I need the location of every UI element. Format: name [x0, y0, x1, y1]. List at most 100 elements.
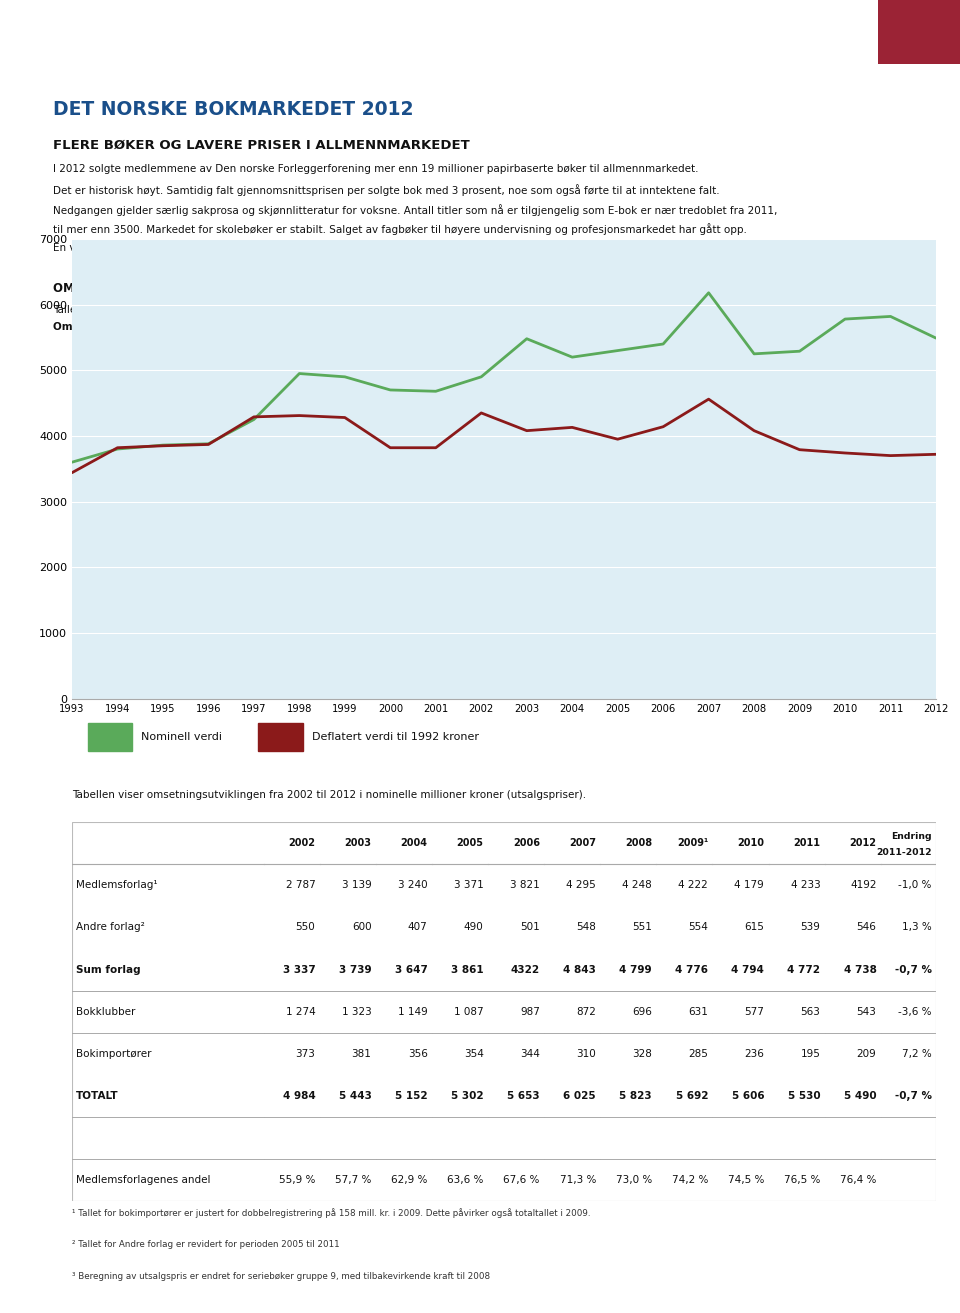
Text: 310: 310 — [576, 1049, 596, 1058]
Text: 3 821: 3 821 — [510, 880, 540, 890]
Text: 285: 285 — [688, 1049, 708, 1058]
Text: OMSETNINGSUTVIKLING 1993 – 2012: OMSETNINGSUTVIKLING 1993 – 2012 — [53, 282, 298, 295]
Text: ³ Beregning av utsalgspris er endret for seriebøker gruppe 9, med tilbakevirkend: ³ Beregning av utsalgspris er endret for… — [72, 1272, 491, 1281]
Text: TOTALT: TOTALT — [76, 1091, 119, 1102]
Text: 550: 550 — [296, 922, 315, 932]
Text: Nedgangen gjelder særlig sakprosa og skjønnlitteratur for voksne. Antall titler : Nedgangen gjelder særlig sakprosa og skj… — [53, 204, 778, 215]
Text: 5 823: 5 823 — [619, 1091, 652, 1102]
Text: 4 843: 4 843 — [563, 965, 596, 974]
Text: 615: 615 — [744, 922, 764, 932]
Text: BRANSJESTATISTIKK   ●   TOTALMARKEDET: BRANSJESTATISTIKK ● TOTALMARKEDET — [321, 26, 639, 38]
Text: 57,7 %: 57,7 % — [335, 1175, 372, 1186]
Text: 381: 381 — [351, 1049, 372, 1058]
Text: 563: 563 — [801, 1007, 821, 1016]
Text: 2007: 2007 — [569, 838, 596, 848]
Text: Bokklubber: Bokklubber — [76, 1007, 135, 1016]
Text: 1 087: 1 087 — [454, 1007, 484, 1016]
Text: 1 149: 1 149 — [397, 1007, 427, 1016]
Text: 577: 577 — [744, 1007, 764, 1016]
Text: FLERE BØKER OG LAVERE PRISER I ALLMENNMARKEDET: FLERE BØKER OG LAVERE PRISER I ALLMENNMA… — [53, 139, 469, 152]
Text: 543: 543 — [856, 1007, 876, 1016]
Text: 551: 551 — [632, 922, 652, 932]
Text: 554: 554 — [688, 922, 708, 932]
Text: 209: 209 — [856, 1049, 876, 1058]
Text: 2011: 2011 — [793, 838, 821, 848]
Text: Tabellen viser omsetningsutviklingen fra 2002 til 2012 i nominelle millioner kro: Tabellen viser omsetningsutviklingen fra… — [72, 790, 587, 800]
Text: Andre forlag²: Andre forlag² — [76, 922, 145, 932]
Text: Tallene er basert på omsetning av bøker i bokgruppene 1- 9.: Tallene er basert på omsetning av bøker … — [53, 303, 369, 315]
Text: 4 738: 4 738 — [844, 965, 876, 974]
Text: 3 240: 3 240 — [397, 880, 427, 890]
Text: 71,3 %: 71,3 % — [560, 1175, 596, 1186]
Text: 2008: 2008 — [625, 838, 652, 848]
Text: 4 799: 4 799 — [619, 965, 652, 974]
Text: 236: 236 — [744, 1049, 764, 1058]
Text: 344: 344 — [520, 1049, 540, 1058]
Text: 76,5 %: 76,5 % — [784, 1175, 821, 1186]
Text: 631: 631 — [688, 1007, 708, 1016]
Text: 1 323: 1 323 — [342, 1007, 372, 1016]
Text: 2009¹: 2009¹ — [677, 838, 708, 848]
Text: Medlemsforlag¹: Medlemsforlag¹ — [76, 880, 158, 890]
Text: 4 776: 4 776 — [675, 965, 708, 974]
Text: 373: 373 — [296, 1049, 315, 1058]
Text: -0,7 %: -0,7 % — [895, 965, 931, 974]
Text: Nominell verdi: Nominell verdi — [141, 731, 222, 742]
Text: 501: 501 — [520, 922, 540, 932]
Text: I 2012 solgte medlemmene av Den norske Forleggerforening mer enn 19 millioner pa: I 2012 solgte medlemmene av Den norske F… — [53, 164, 698, 175]
Text: 354: 354 — [464, 1049, 484, 1058]
Text: 5 530: 5 530 — [788, 1091, 821, 1102]
Text: 356: 356 — [408, 1049, 427, 1058]
Text: 2005: 2005 — [457, 838, 484, 848]
Text: 696: 696 — [632, 1007, 652, 1016]
Text: Endring: Endring — [891, 832, 931, 842]
Bar — [87, 722, 132, 751]
Text: 3 647: 3 647 — [395, 965, 427, 974]
Text: 600: 600 — [351, 922, 372, 932]
Text: 872: 872 — [576, 1007, 596, 1016]
Text: 3 371: 3 371 — [454, 880, 484, 890]
Text: ¹ Tallet for bokimportører er justert for dobbelregistrering på 158 mill. kr. i : ¹ Tallet for bokimportører er justert fo… — [72, 1208, 590, 1218]
Text: 5 653: 5 653 — [507, 1091, 540, 1102]
Text: 4 233: 4 233 — [791, 880, 821, 890]
Text: 490: 490 — [464, 922, 484, 932]
Text: 4 222: 4 222 — [679, 880, 708, 890]
Text: 2002: 2002 — [288, 838, 315, 848]
Text: Det er historisk høyt. Samtidig falt gjennomsnittsprisen per solgte bok med 3 pr: Det er historisk høyt. Samtidig falt gje… — [53, 184, 719, 196]
Text: -1,0 %: -1,0 % — [899, 880, 931, 890]
Bar — [257, 722, 302, 751]
Text: 5 692: 5 692 — [676, 1091, 708, 1102]
Text: 4 295: 4 295 — [566, 880, 596, 890]
Text: -0,7 %: -0,7 % — [895, 1091, 931, 1102]
Text: 5 302: 5 302 — [451, 1091, 484, 1102]
Text: 2004: 2004 — [400, 838, 427, 848]
Text: 67,6 %: 67,6 % — [503, 1175, 540, 1186]
Text: 539: 539 — [801, 922, 821, 932]
Text: 74,2 %: 74,2 % — [672, 1175, 708, 1186]
Text: 4 248: 4 248 — [622, 880, 652, 890]
Text: 407: 407 — [408, 922, 427, 932]
Text: En vesentlig del av den organiserte importen gjelder fagbokmarkedet. Privat kjøp: En vesentlig del av den organiserte impo… — [53, 243, 793, 253]
Text: til mer enn 3500. Markedet for skolebøker er stabilt. Salget av fagbøker til høy: til mer enn 3500. Markedet for skolebøke… — [53, 223, 747, 235]
Text: 4 772: 4 772 — [787, 965, 821, 974]
Text: 2003: 2003 — [345, 838, 372, 848]
Text: 3 739: 3 739 — [339, 965, 372, 974]
Text: 4 179: 4 179 — [734, 880, 764, 890]
Text: 4 794: 4 794 — [732, 965, 764, 974]
Text: 4192: 4192 — [850, 880, 876, 890]
Text: 2010: 2010 — [737, 838, 764, 848]
Text: 5 443: 5 443 — [339, 1091, 372, 1102]
Text: 2 787: 2 787 — [285, 880, 315, 890]
Text: 195: 195 — [801, 1049, 821, 1058]
Text: 74,5 %: 74,5 % — [728, 1175, 764, 1186]
Text: 548: 548 — [576, 922, 596, 932]
Text: 2006: 2006 — [513, 838, 540, 848]
Text: Sum forlag: Sum forlag — [76, 965, 141, 974]
Bar — [878, 0, 960, 64]
Text: 62,9 %: 62,9 % — [391, 1175, 427, 1186]
Text: 5 152: 5 152 — [395, 1091, 427, 1102]
Text: 1,3 %: 1,3 % — [902, 922, 931, 932]
Text: Deflatert verdi til 1992 kroner: Deflatert verdi til 1992 kroner — [312, 731, 479, 742]
Text: 3 861: 3 861 — [451, 965, 484, 974]
Text: Bokimportører: Bokimportører — [76, 1049, 152, 1058]
